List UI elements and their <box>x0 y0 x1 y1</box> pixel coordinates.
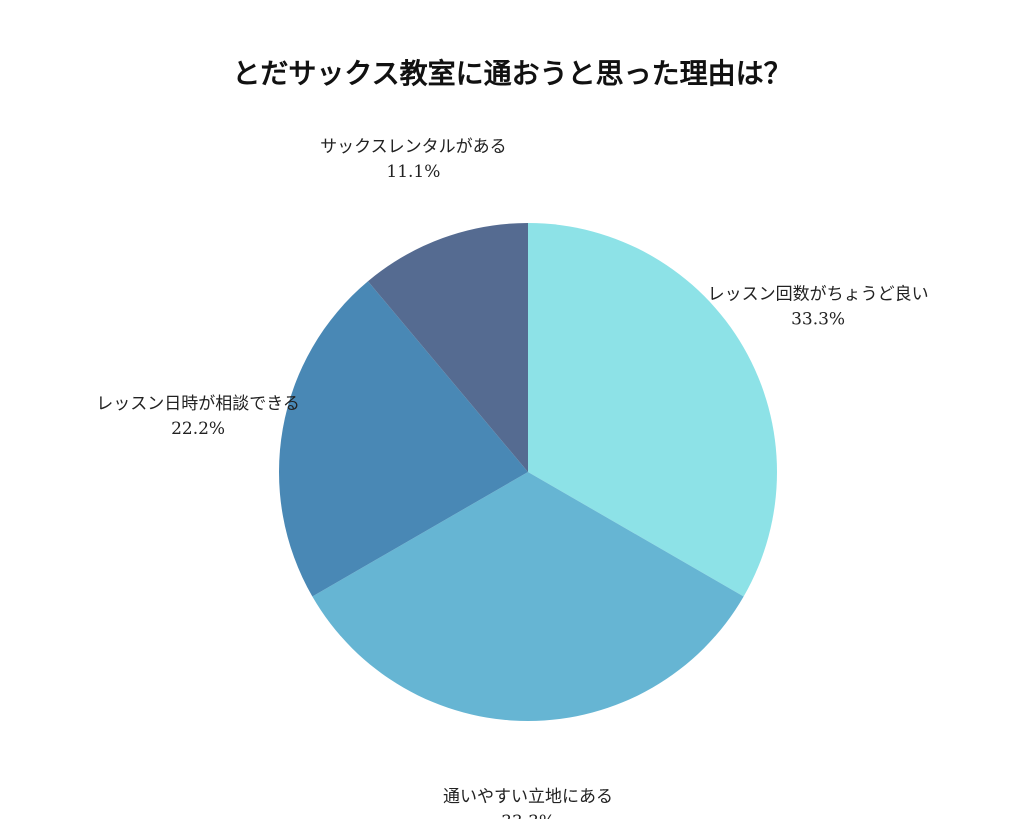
pie-slice-2 <box>278 281 528 597</box>
pie-slice-0 <box>528 223 777 597</box>
slice-percent-2: 22.2% <box>171 419 225 439</box>
slice-percent-3: 11.1% <box>386 162 440 182</box>
slice-label-3: サックスレンタルがある <box>320 137 507 157</box>
pie-slice-1 <box>312 472 744 721</box>
pie-slices <box>278 223 777 721</box>
slice-percent-1: 33.3% <box>501 812 555 819</box>
pie-labels: レッスン回数がちょうど良い 33.3% 通いやすい立地にある 33.3% レッスン日時が… <box>96 137 928 819</box>
slice-label-1: 通いやすい立地にある <box>443 787 613 807</box>
slice-label-0: レッスン回数がちょうど良い <box>708 285 929 305</box>
chart-title: とだサックス教室に通おうと思った理由は？ <box>232 57 791 90</box>
slice-label-2: レッスン日時が相談できる <box>96 394 300 414</box>
slice-percent-0: 33.3% <box>791 310 845 330</box>
pie-slice-3 <box>367 223 528 472</box>
